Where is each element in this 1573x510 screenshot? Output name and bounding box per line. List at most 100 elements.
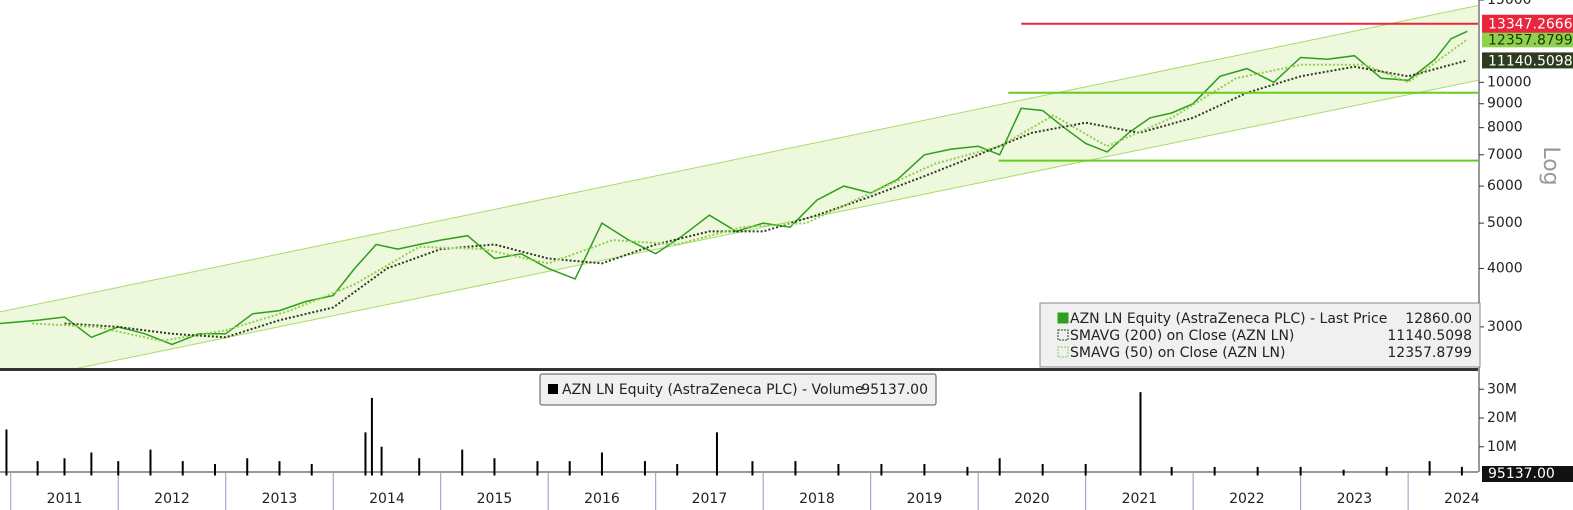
volume-bar xyxy=(380,446,383,476)
y-tick-label: 10M xyxy=(1487,439,1517,455)
channel-fill xyxy=(0,5,1478,368)
panel-separator xyxy=(0,368,1478,371)
volume-bar xyxy=(794,461,797,476)
volume-bar xyxy=(310,464,313,476)
volume-bar xyxy=(643,461,646,476)
volume-bar xyxy=(36,461,39,476)
legend-value: 12357.8799 xyxy=(1387,345,1472,361)
channel-lower xyxy=(76,79,1478,368)
volume-bar xyxy=(751,461,754,476)
x-tick-label: 2024 xyxy=(1444,491,1480,507)
last-value-tag-label: 12357.8799 xyxy=(1488,32,1573,48)
y-tick-label: 9000 xyxy=(1487,96,1523,112)
price-plot xyxy=(0,4,1478,368)
volume-bar xyxy=(246,458,249,476)
level-tag xyxy=(1482,14,1573,33)
volume-bar xyxy=(715,432,718,476)
y-axis-title: Log xyxy=(1538,146,1563,185)
volume-bar xyxy=(1084,464,1087,476)
y-tick-label: 15000 xyxy=(1487,0,1532,8)
x-tick-label: 2023 xyxy=(1337,491,1373,507)
legend-swatch xyxy=(548,384,558,394)
x-axis-band xyxy=(0,472,1573,510)
x-tick-label: 2016 xyxy=(584,491,620,507)
last-value-tag-label: 95137.00 xyxy=(1488,466,1555,482)
x-tick-label: 2017 xyxy=(692,491,728,507)
level-tag-label: 13347.2666 xyxy=(1488,17,1573,33)
series-line xyxy=(64,59,1468,339)
series-line xyxy=(32,38,1468,342)
channel-upper xyxy=(0,4,1478,313)
y-tick-label: 20M xyxy=(1487,410,1517,426)
volume-bar xyxy=(90,452,93,476)
volume-bar xyxy=(1428,461,1431,476)
x-tick-label: 2022 xyxy=(1229,491,1265,507)
legend-swatch xyxy=(1057,346,1069,358)
y-tick-label: 6000 xyxy=(1487,178,1523,194)
volume-bar xyxy=(181,461,184,476)
volume-bar xyxy=(117,461,120,476)
last-value-tag-label: 11140.5098 xyxy=(1488,53,1573,69)
series-line xyxy=(0,30,1468,346)
y-tick-label: 10000 xyxy=(1487,74,1532,90)
volume-bar xyxy=(1299,466,1302,476)
x-tick-label: 2019 xyxy=(907,491,943,507)
y-tick-label: 4000 xyxy=(1487,260,1523,276)
legend-value: 95137.00 xyxy=(861,382,928,398)
volume-bar xyxy=(1460,466,1463,476)
x-tick-label: 2020 xyxy=(1014,491,1050,507)
volume-bar xyxy=(966,466,969,476)
legend-label: SMAVG (50) on Close (AZN LN) xyxy=(1070,345,1285,361)
volume-bar xyxy=(1342,469,1345,476)
legend-box xyxy=(539,373,937,406)
last-value-tag xyxy=(1482,31,1573,48)
volume-bar xyxy=(1041,464,1044,476)
legend-label: SMAVG (200) on Close (AZN LN) xyxy=(1070,328,1294,344)
legend-swatch xyxy=(1057,312,1069,324)
volume-bar xyxy=(1139,392,1142,476)
x-tick-label: 2015 xyxy=(477,491,513,507)
volume-bar xyxy=(1256,466,1259,476)
x-tick-label: 2011 xyxy=(47,491,83,507)
volume-bar xyxy=(364,432,367,476)
x-tick-label: 2018 xyxy=(799,491,835,507)
x-tick-label: 2021 xyxy=(1122,491,1158,507)
volume-bar xyxy=(493,458,496,476)
y-tick-label: 30M xyxy=(1487,381,1517,397)
volume-bar xyxy=(149,449,152,476)
volume-bar xyxy=(568,461,571,476)
volume-bar xyxy=(536,461,539,476)
volume-bar xyxy=(278,461,281,476)
volume-bar xyxy=(676,464,679,476)
last-value-tag xyxy=(1482,466,1573,482)
legend-value: 12860.00 xyxy=(1405,311,1472,327)
volume-bar xyxy=(880,464,883,476)
volume-bar xyxy=(213,464,216,476)
volume-bar xyxy=(5,429,8,476)
volume-bar xyxy=(63,458,66,476)
volume-bar xyxy=(923,464,926,476)
volume-bar xyxy=(1213,466,1216,476)
volume-bar xyxy=(418,458,421,476)
y-tick-label: 3000 xyxy=(1487,319,1523,335)
x-tick-label: 2012 xyxy=(154,491,190,507)
volume-bar xyxy=(370,397,373,476)
legend-label: AZN LN Equity (AstraZeneca PLC) - Last P… xyxy=(1070,311,1387,327)
volume-bar xyxy=(837,464,840,476)
volume-bar xyxy=(461,449,464,476)
volume-bar xyxy=(998,458,1001,476)
volume-bar xyxy=(1170,466,1173,476)
y-tick-label: 5000 xyxy=(1487,215,1523,231)
legend-label: AZN LN Equity (AstraZeneca PLC) - Volume xyxy=(562,382,864,398)
legend-swatch xyxy=(1057,329,1069,341)
y-tick-label: 8000 xyxy=(1487,120,1523,136)
volume-bar xyxy=(600,452,603,476)
x-tick-label: 2013 xyxy=(262,491,298,507)
y-tick-label: 7000 xyxy=(1487,147,1523,163)
volume-bar xyxy=(1385,466,1388,476)
legend-value: 11140.5098 xyxy=(1387,328,1472,344)
last-value-tag xyxy=(1482,52,1573,69)
x-tick-label: 2014 xyxy=(369,491,405,507)
